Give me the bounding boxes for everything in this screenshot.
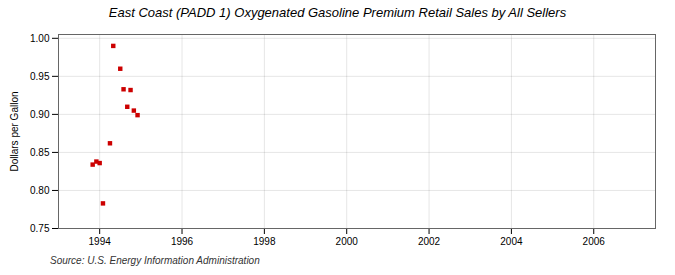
svg-text:2006: 2006 (583, 236, 606, 247)
svg-text:2002: 2002 (418, 236, 441, 247)
svg-text:1.00: 1.00 (30, 33, 50, 44)
html-text:Source: U.S. Energy Informatio: Source: U.S. Energy Information Administ… (50, 255, 260, 266)
svg-text:0.95: 0.95 (30, 71, 50, 82)
svg-text:1996: 1996 (171, 236, 194, 247)
svg-text:1994: 1994 (89, 236, 112, 247)
html-text:East Coast (PADD 1) Oxygenated: East Coast (PADD 1) Oxygenated Gasoline … (108, 5, 567, 20)
svg-text:0.85: 0.85 (30, 147, 50, 158)
svg-text:2004: 2004 (500, 236, 523, 247)
svg-text:1998: 1998 (253, 236, 276, 247)
svg-text:2000: 2000 (336, 236, 359, 247)
svg-text:0.90: 0.90 (30, 109, 50, 120)
svg-text:0.75: 0.75 (30, 223, 50, 234)
svg-text:Dollars per Gallon: Dollars per Gallon (9, 91, 20, 171)
svg-text:0.80: 0.80 (30, 185, 50, 196)
